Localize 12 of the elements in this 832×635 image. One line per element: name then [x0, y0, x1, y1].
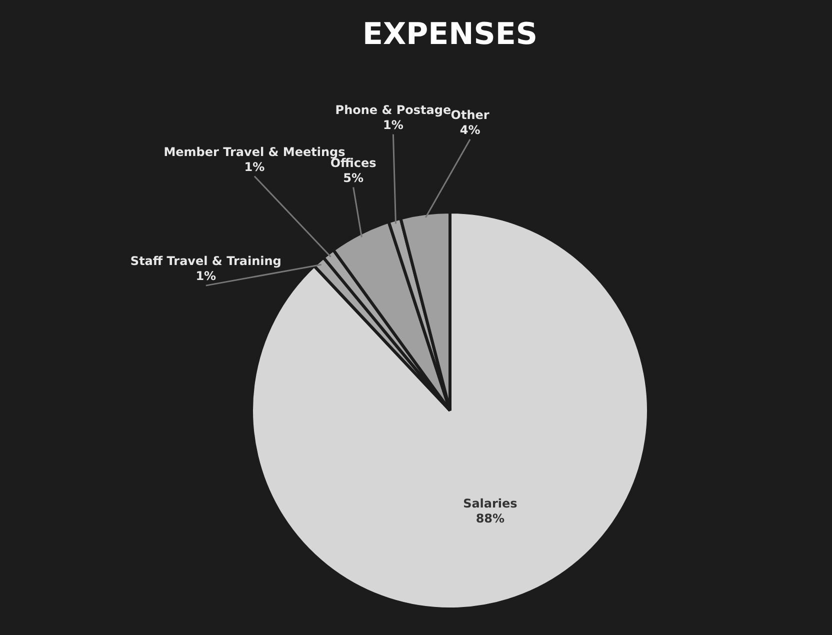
data-label: 88%: [476, 512, 505, 526]
data-label: 1%: [196, 269, 216, 284]
slice-label: Member Travel & Meetings: [164, 144, 346, 159]
data-label: 1%: [244, 160, 265, 174]
data-label: 5%: [343, 170, 364, 185]
chart-title: EXPENSES: [362, 16, 538, 52]
slice-label: Staff Travel & Training: [130, 254, 282, 268]
slice-label: Salaries: [463, 496, 518, 511]
data-label: 1%: [383, 118, 404, 132]
slice-label: Other: [450, 108, 490, 122]
slice-label: Phone & Postage: [335, 102, 452, 117]
data-label: 4%: [460, 123, 480, 137]
